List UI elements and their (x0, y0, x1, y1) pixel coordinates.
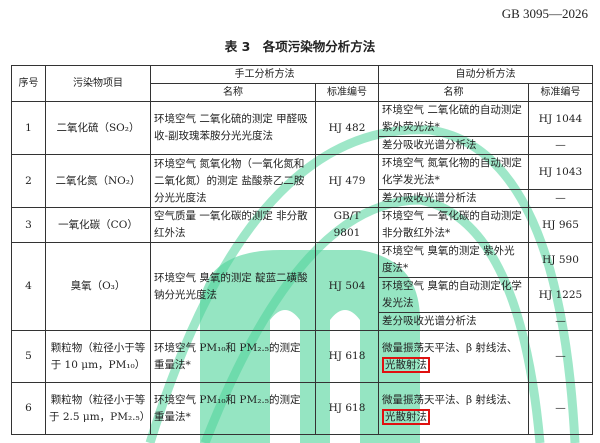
row-auto-name: 环境空气 二氧化硫的自动测定 紫外荧光法* (378, 101, 529, 137)
header-manual: 手工分析方法 (150, 65, 379, 84)
row-seq: 4 (11, 242, 46, 331)
row-auto-name: 差分吸收光谱分析法 (378, 312, 529, 331)
row-auto-name: 环境空气 氮氧化物的自动测定 化学发光法* (378, 154, 529, 190)
row-pollutant: 二氧化氮（NO₂） (45, 154, 151, 208)
row-manual-std: GB/T 9801 (315, 207, 379, 243)
row-manual-name: 环境空气 PM₁₀和 PM₂.₅的测定 重量法* (150, 382, 316, 435)
highlighted-method: 光散射法 (382, 356, 430, 373)
row-seq: 3 (11, 207, 46, 243)
row-auto-name: 差分吸收光谱分析法 (378, 136, 529, 155)
row-auto-std: HJ 965 (528, 207, 593, 243)
row-auto-std: HJ 1043 (528, 154, 593, 190)
header-pollutant: 污染物项目 (45, 65, 151, 102)
row-manual-name: 环境空气 氮氧化物（一氧化氮和二氧化氮）的测定 盐酸萘乙二胺分光光度法 (150, 154, 316, 208)
row-auto-std: HJ 1044 (528, 101, 593, 137)
highlighted-method: 光散射法 (382, 408, 430, 425)
row-manual-name: 环境空气 臭氧的测定 靛蓝二磺酸钠分光光度法 (150, 242, 316, 331)
row-auto-name: 环境空气 臭氧的测定 紫外光度法* (378, 242, 529, 278)
pollutant-analysis-table: 序号 污染物项目 手工分析方法 自动分析方法 名称 标准编号 名称 标准编号 1… (11, 65, 593, 435)
row-auto-std: — (528, 189, 593, 208)
header-manual-name: 名称 (150, 83, 316, 102)
row-auto-std: — (528, 330, 593, 383)
auto-method-text: 微量振荡天平法、β 射线法、 (382, 341, 518, 354)
header-manual-std: 标准编号 (315, 83, 379, 102)
header-auto-std: 标准编号 (528, 83, 593, 102)
row-auto-std: — (528, 382, 593, 435)
row-auto-std: HJ 590 (528, 242, 593, 278)
row-pollutant: 二氧化硫（SO₂） (45, 101, 151, 155)
row-manual-name: 空气质量 一氧化碳的测定 非分散红外法 (150, 207, 316, 243)
row-manual-std: HJ 618 (315, 330, 379, 383)
row-auto-std: — (528, 136, 593, 155)
row-auto-name: 差分吸收光谱分析法 (378, 189, 529, 208)
row-seq: 6 (11, 382, 46, 435)
header-seq: 序号 (11, 65, 46, 102)
row-auto-std: HJ 1225 (528, 277, 593, 313)
row-manual-name: 环境空气 二氧化硫的测定 甲醛吸收-副玫瑰苯胺分光光度法 (150, 101, 316, 155)
row-auto-name: 微量振荡天平法、β 射线法、光散射法 (378, 330, 529, 383)
row-auto-name: 环境空气 臭氧的自动测定化学发光法 (378, 277, 529, 313)
row-seq: 5 (11, 330, 46, 383)
row-auto-std: — (528, 312, 593, 331)
row-manual-name: 环境空气 PM₁₀和 PM₂.₅的测定 重量法* (150, 330, 316, 383)
row-seq: 2 (11, 154, 46, 208)
row-pollutant: 一氧化碳（CO） (45, 207, 151, 243)
row-auto-name: 环境空气 一氧化碳的自动测定 非分散红外法* (378, 207, 529, 243)
row-pollutant: 颗粒物（粒径小于等于 10 μm，PM₁₀） (45, 330, 151, 383)
row-pollutant: 颗粒物（粒径小于等于 2.5 μm，PM₂.₅） (45, 382, 151, 435)
row-manual-std: HJ 618 (315, 382, 379, 435)
standard-number: GB 3095—2026 (501, 6, 588, 21)
row-seq: 1 (11, 101, 46, 155)
row-pollutant: 臭氧（O₃） (45, 242, 151, 331)
table-title: 表 3 各项污染物分析方法 (224, 39, 376, 54)
row-manual-std: HJ 482 (315, 101, 379, 155)
row-manual-std: HJ 479 (315, 154, 379, 208)
auto-method-text: 微量振荡天平法、β 射线法、 (382, 393, 518, 406)
row-manual-std: HJ 504 (315, 242, 379, 331)
header-auto: 自动分析方法 (378, 65, 593, 84)
row-auto-name: 微量振荡天平法、β 射线法、光散射法 (378, 382, 529, 435)
header-auto-name: 名称 (378, 83, 529, 102)
